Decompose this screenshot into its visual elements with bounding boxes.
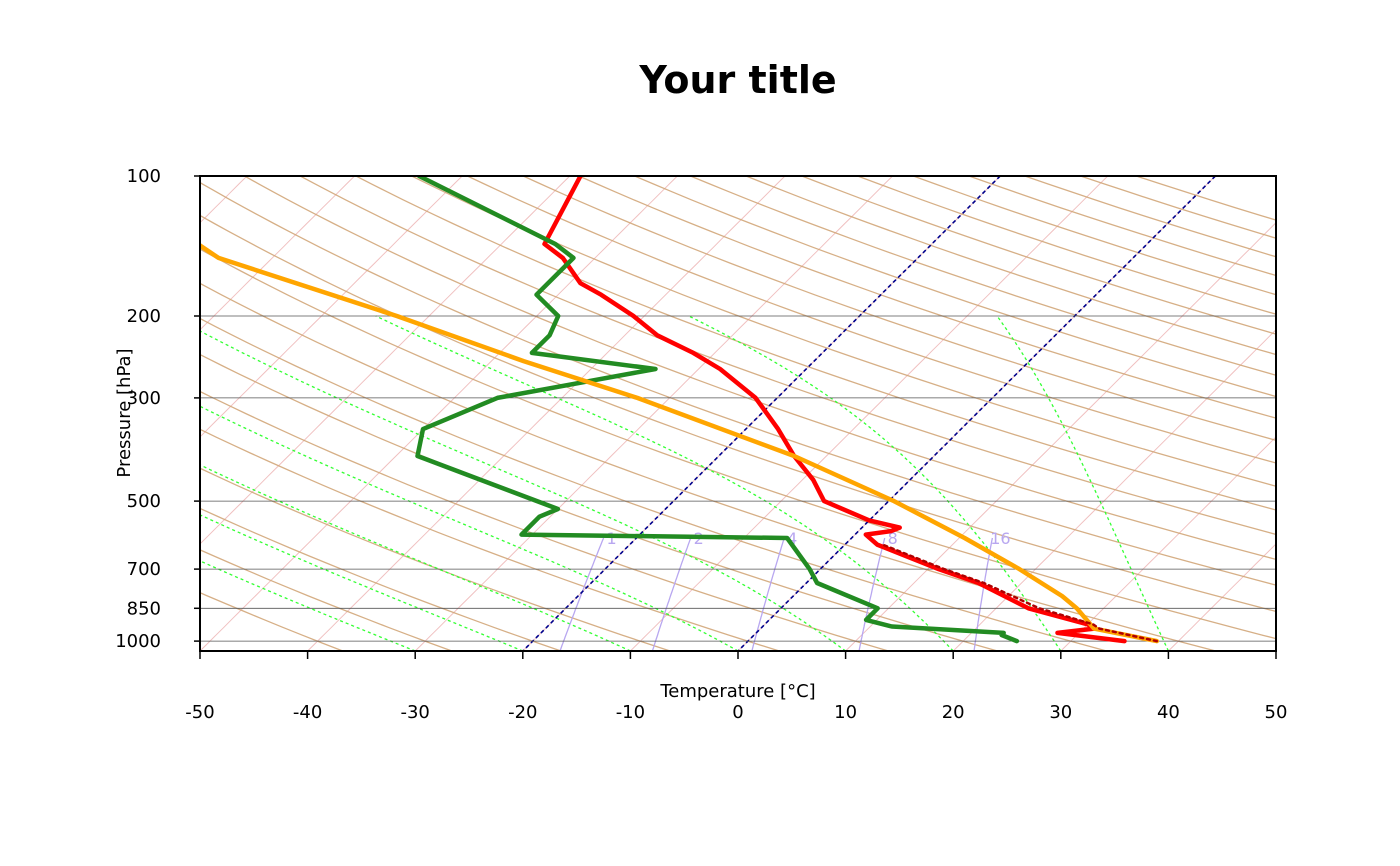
dry-adiabat-line xyxy=(200,507,562,651)
y-tick-label: 300 xyxy=(127,388,161,409)
moist-adiabat-line xyxy=(688,315,1062,651)
mixing-ratio-label: 1 xyxy=(607,529,617,548)
highlight-isotherm xyxy=(522,176,1001,651)
x-tick-label: 40 xyxy=(1157,702,1180,723)
dry-adiabat-line xyxy=(968,176,1276,277)
isotherm-line xyxy=(200,176,678,651)
dry-adiabat-line xyxy=(244,176,1276,561)
dry-adiabat-line xyxy=(467,176,1276,464)
mixing-ratio-line xyxy=(973,537,994,651)
dry-adiabat-line xyxy=(411,176,1276,487)
dry-adiabat-line xyxy=(200,181,1276,586)
dry-adiabat-line xyxy=(299,176,1276,536)
y-tick-label: 500 xyxy=(127,491,161,512)
dry-adiabat-line xyxy=(578,176,1276,419)
x-tick-label: -40 xyxy=(293,702,322,723)
y-tick-label: 100 xyxy=(127,166,161,187)
x-tick-label: -30 xyxy=(400,702,429,723)
dewpoint-profile xyxy=(415,176,1020,644)
x-axis-label: Temperature [°C] xyxy=(659,681,815,702)
mixing-ratio-line xyxy=(651,537,692,651)
x-tick-label: 20 xyxy=(942,702,965,723)
mixing-ratio-label: 4 xyxy=(787,529,797,548)
mixing-ratio-line xyxy=(751,537,785,651)
virtual-temperature-profile xyxy=(881,543,1159,643)
y-tick-label: 200 xyxy=(127,306,161,327)
dry-adiabat-line xyxy=(634,176,1276,398)
isotherm-line xyxy=(845,222,1276,651)
dry-adiabat-line xyxy=(913,176,1276,296)
x-tick-label: 10 xyxy=(834,702,857,723)
isotherm-line xyxy=(200,176,355,331)
dry-adiabat-line xyxy=(1024,176,1276,258)
temperature-profile xyxy=(542,176,1127,644)
y-axis: 100 200 300 500 700 850 1000 xyxy=(115,166,200,652)
background-lines xyxy=(200,176,1276,651)
mixing-ratio-line xyxy=(858,537,886,651)
y-tick-label: 850 xyxy=(127,598,161,619)
y-axis-label: Pressure [hPa] xyxy=(114,348,135,477)
dry-adiabat-line xyxy=(690,176,1276,376)
isotherm-line xyxy=(200,176,463,438)
dry-adiabat-line xyxy=(200,467,671,651)
chart-title: Your title xyxy=(638,58,836,102)
dry-adiabat-line xyxy=(200,428,780,651)
moist-adiabat-line xyxy=(200,560,416,651)
y-tick-label: 1000 xyxy=(115,631,161,652)
moist-adiabat-line xyxy=(200,405,739,651)
dry-adiabat-line xyxy=(200,549,453,651)
mixing-ratio-label: 16 xyxy=(990,529,1010,548)
mixing-ratio-label: 8 xyxy=(888,529,898,548)
dry-adiabat-line xyxy=(745,176,1276,356)
dry-adiabat-line xyxy=(857,176,1276,315)
dry-adiabat-line xyxy=(801,176,1276,335)
mixing-ratio-line xyxy=(559,537,605,651)
moist-adiabat-line xyxy=(200,330,846,651)
isotherm-line xyxy=(307,176,786,651)
parcel-profile xyxy=(200,242,1160,644)
y-tick-label: 700 xyxy=(127,559,161,580)
sounding-profiles xyxy=(200,176,1160,644)
dry-adiabat-line xyxy=(200,282,1216,651)
x-tick-label: 30 xyxy=(1049,702,1072,723)
dry-adiabat-line xyxy=(200,390,889,651)
isotherm-line xyxy=(1168,543,1276,651)
dry-adiabat-line xyxy=(355,176,1276,511)
x-tick-label: 50 xyxy=(1265,702,1288,723)
moist-adiabat-line xyxy=(996,315,1170,651)
x-tick-label: 0 xyxy=(732,702,743,723)
dry-adiabat-line xyxy=(522,176,1276,442)
highlight-isotherm xyxy=(737,176,1216,651)
dry-adiabat-line xyxy=(200,317,1107,651)
x-axis: -50 -40 -30 -20 -10 0 10 20 30 40 50 xyxy=(185,651,1287,723)
x-tick-label: -10 xyxy=(616,702,645,723)
isotherm-line xyxy=(414,176,893,651)
x-tick-label: -20 xyxy=(508,702,537,723)
moist-adiabat-line xyxy=(375,315,954,651)
pressure-isobars xyxy=(200,315,1276,642)
dry-adiabat-line xyxy=(200,214,1276,613)
x-tick-label: -50 xyxy=(185,702,214,723)
isotherm-line xyxy=(200,176,571,545)
isotherm-line xyxy=(1060,436,1276,651)
dry-adiabat-line xyxy=(200,353,998,651)
